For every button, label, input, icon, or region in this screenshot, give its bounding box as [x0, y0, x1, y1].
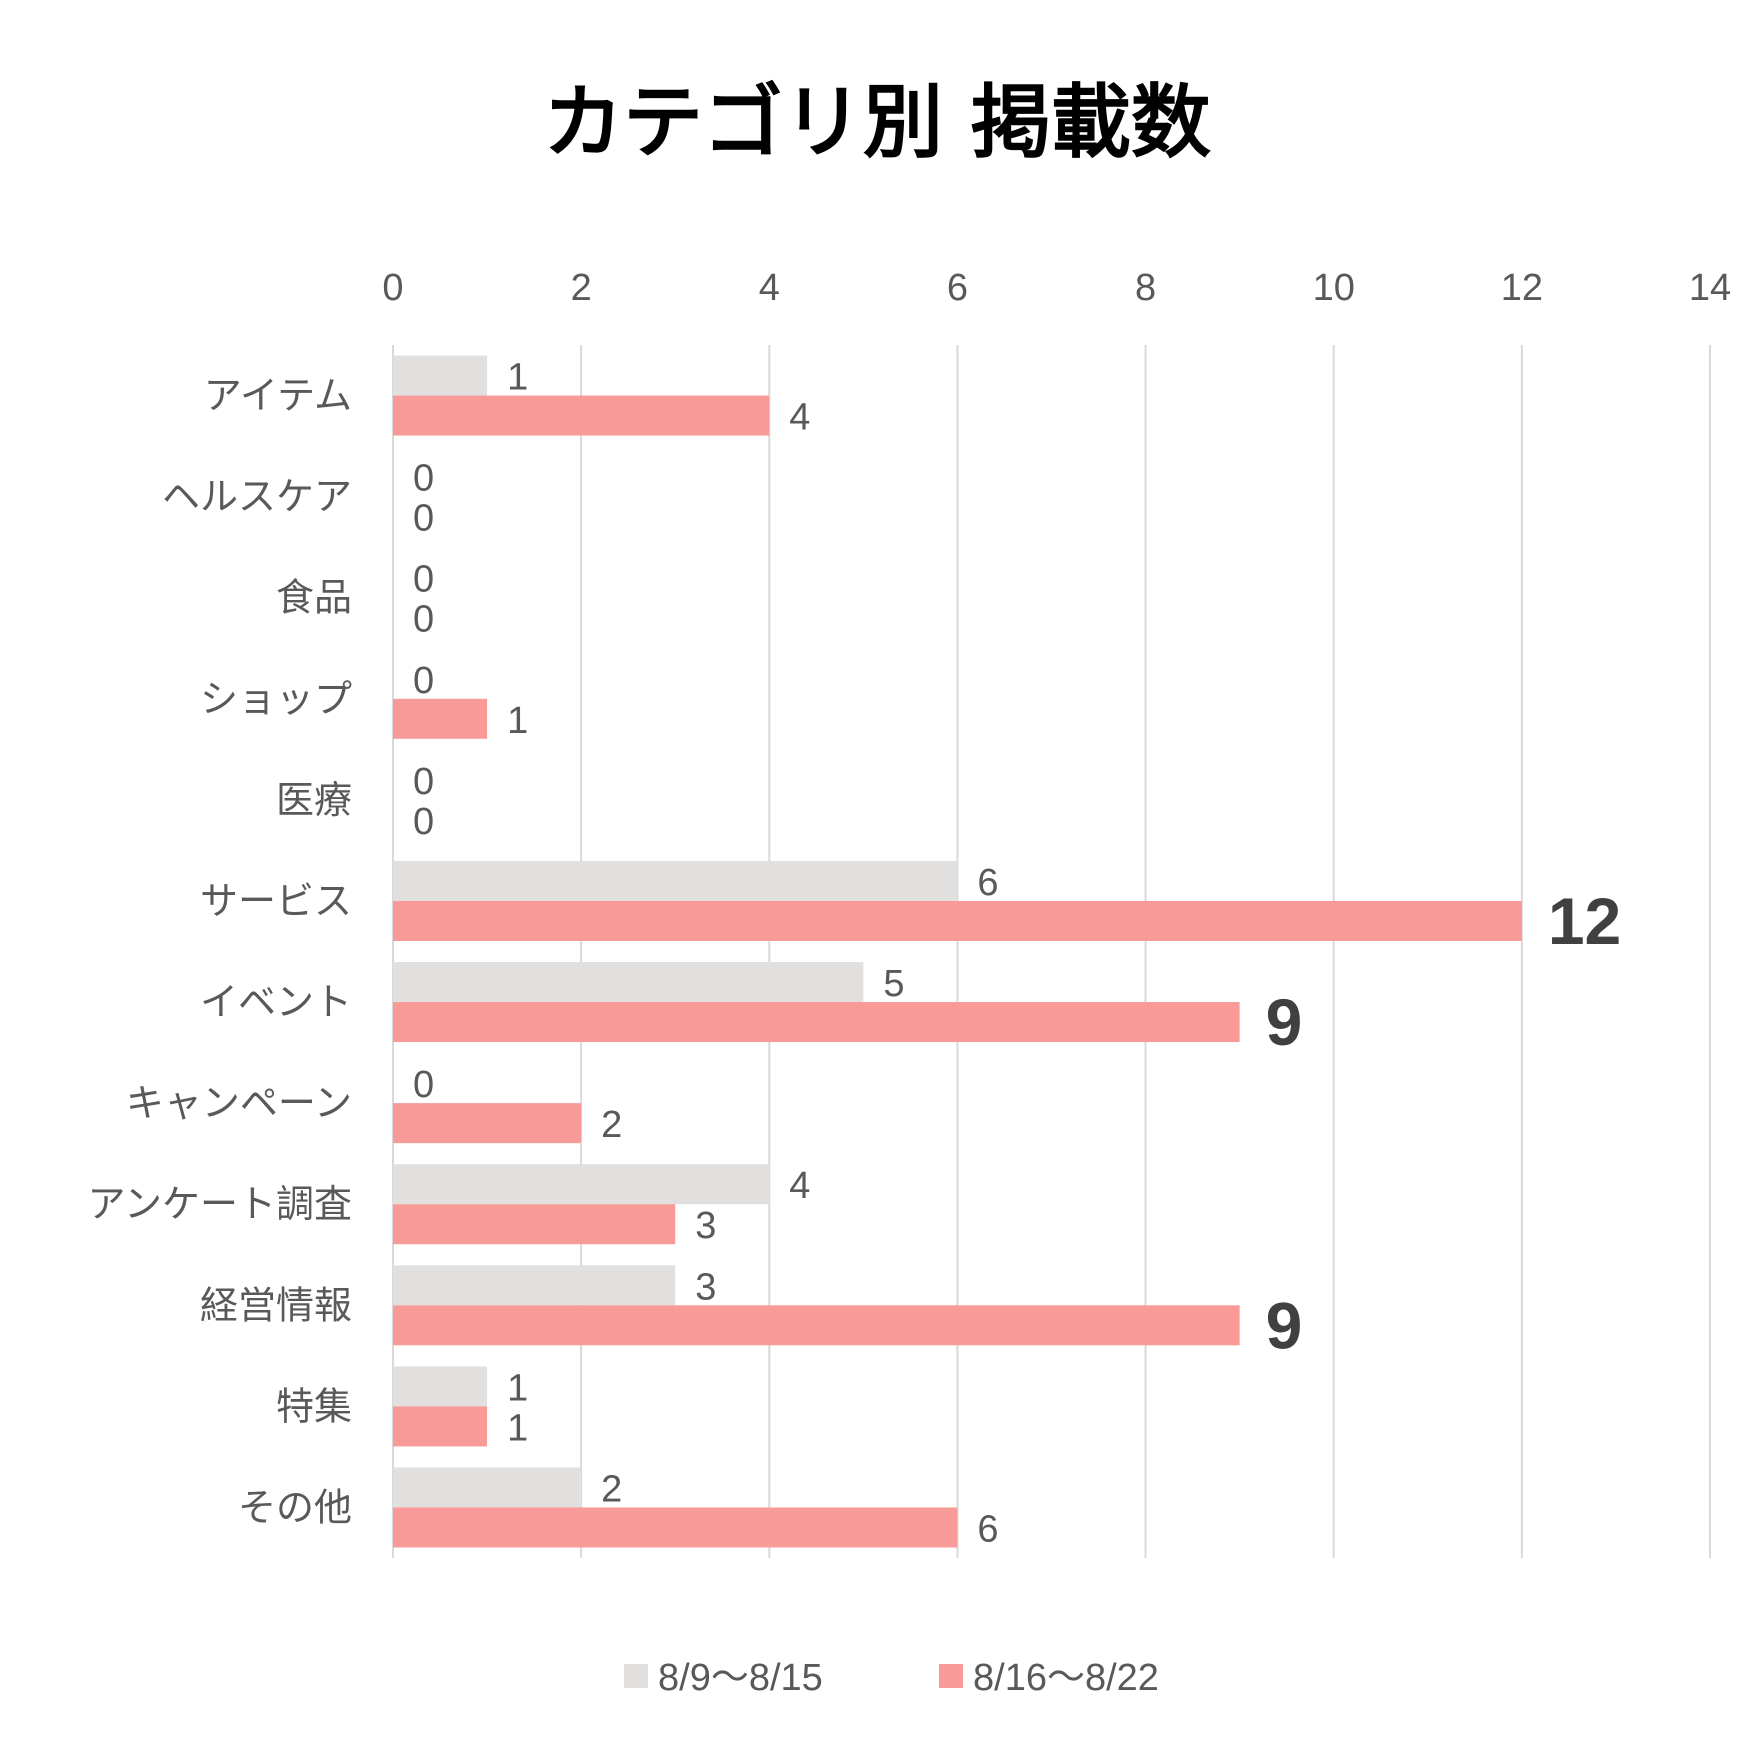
bar	[393, 962, 864, 1003]
category-label: 特集	[276, 1384, 352, 1428]
data-label: 3	[695, 1266, 716, 1308]
category-label: アンケート調査	[88, 1182, 352, 1226]
bar	[393, 1164, 770, 1205]
x-axis-ticks: 0 2 4 6 8 10 12 14	[382, 267, 1731, 309]
category-label: キャンペーン	[126, 1081, 352, 1125]
gridlines	[392, 345, 1711, 1558]
category-label: サービス	[200, 879, 352, 923]
chart-title: カテゴリ別 掲載数	[543, 76, 1211, 169]
bars	[393, 355, 1522, 1548]
bar	[393, 900, 1522, 941]
x-tick-label: 10	[1313, 267, 1355, 309]
bar	[393, 1366, 488, 1407]
x-tick-label: 8	[1135, 267, 1156, 309]
data-label: 0	[413, 559, 434, 601]
data-label: 0	[413, 660, 434, 702]
legend: 8/9〜8/15 8/16〜8/22	[624, 1657, 1159, 1699]
category-label: 医療	[276, 778, 352, 822]
data-label: 1	[507, 1407, 528, 1449]
category-label: 食品	[276, 576, 352, 620]
bar	[393, 355, 488, 396]
bar	[393, 1265, 676, 1306]
data-label: 1	[507, 700, 528, 742]
data-label: 0	[413, 498, 434, 540]
data-label: 4	[789, 1165, 810, 1207]
bar	[393, 395, 770, 436]
data-label: 4	[789, 397, 810, 439]
x-tick-label: 4	[759, 267, 780, 309]
data-label: 2	[601, 1468, 622, 1510]
bar	[393, 1406, 488, 1447]
data-label: 6	[977, 1508, 998, 1550]
data-label: 1	[507, 1367, 528, 1409]
data-label: 6	[977, 862, 998, 904]
x-tick-label: 12	[1501, 267, 1543, 309]
data-label: 9	[1266, 1288, 1303, 1362]
category-label: ヘルスケア	[162, 475, 352, 519]
data-label: 9	[1266, 985, 1303, 1059]
legend-label: 8/9〜8/15	[658, 1657, 823, 1699]
data-label: 0	[413, 1064, 434, 1106]
x-tick-label: 14	[1689, 267, 1731, 309]
category-label: その他	[238, 1485, 352, 1529]
bar	[393, 1467, 582, 1508]
category-label: アイテム	[204, 374, 352, 418]
bar	[393, 698, 488, 739]
bar	[393, 1103, 582, 1144]
data-label: 0	[413, 458, 434, 500]
bar	[393, 1305, 1240, 1346]
bar	[393, 1002, 1240, 1043]
legend-swatch	[624, 1664, 648, 1688]
x-tick-label: 2	[571, 267, 592, 309]
x-tick-label: 6	[947, 267, 968, 309]
bar	[393, 1507, 958, 1548]
data-label: 1	[507, 357, 528, 399]
data-label: 2	[601, 1104, 622, 1146]
legend-label: 8/16〜8/22	[973, 1657, 1159, 1699]
bar	[393, 1204, 676, 1245]
data-label: 3	[695, 1205, 716, 1247]
data-label: 0	[413, 801, 434, 843]
data-label: 0	[413, 599, 434, 641]
legend-swatch	[939, 1664, 963, 1688]
data-label: 12	[1548, 884, 1621, 958]
category-label: ショップ	[200, 677, 352, 721]
category-labels: アイテムヘルスケア食品ショップ医療サービスイベントキャンペーンアンケート調査経営…	[88, 374, 352, 1530]
category-label: イベント	[200, 980, 352, 1024]
data-label: 0	[413, 761, 434, 803]
x-tick-label: 0	[382, 267, 403, 309]
bar	[393, 860, 958, 901]
data-label: 5	[883, 963, 904, 1005]
category-label: 経営情報	[200, 1283, 352, 1327]
